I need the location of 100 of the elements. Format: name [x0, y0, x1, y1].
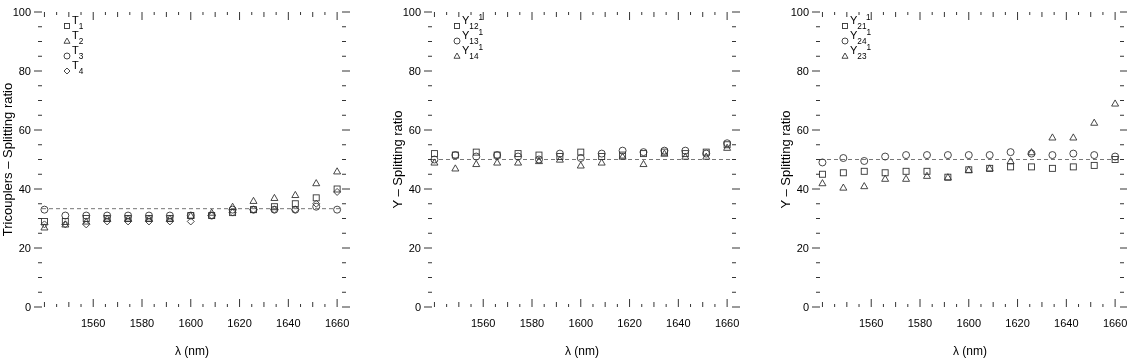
point [145, 211, 153, 220]
point [923, 171, 931, 179]
point [82, 217, 91, 225]
y-tick-label: 40 [18, 182, 31, 195]
point [860, 167, 868, 175]
point [839, 169, 847, 177]
point [902, 167, 910, 175]
point [333, 167, 342, 175]
y-tick-label: 80 [796, 64, 809, 77]
point [1111, 156, 1119, 163]
y-tick-label: 40 [796, 182, 809, 195]
point [818, 158, 827, 167]
x-tick-label: 1660 [324, 317, 350, 329]
point [1111, 99, 1120, 107]
point [923, 151, 931, 160]
point [312, 194, 320, 202]
x-axis-title: λ (nm) [953, 344, 987, 358]
x-tick-label: 1580 [129, 317, 155, 329]
point [943, 151, 952, 160]
point [333, 185, 341, 193]
x-axis-title: λ (nm) [175, 344, 209, 358]
legend-label: T$_{4}$ [72, 59, 84, 76]
point [1028, 163, 1035, 171]
y-tick-label: 20 [796, 241, 809, 254]
legend-label: T$_{2}$ [72, 29, 84, 46]
y-tick-label: 0 [414, 300, 421, 313]
x-tick-label: 1640 [666, 317, 691, 329]
x-tick-label: 1600 [178, 317, 204, 329]
point [1069, 163, 1077, 171]
point [270, 203, 278, 211]
point [186, 217, 195, 226]
point [1006, 157, 1015, 165]
y-tick-label: 20 [408, 241, 421, 254]
point [312, 179, 321, 187]
point [964, 151, 973, 160]
point [985, 151, 994, 160]
point [312, 202, 321, 211]
y-tick-label: 0 [24, 300, 31, 313]
point [860, 157, 869, 165]
point [103, 217, 112, 226]
y-tick-label: 60 [18, 123, 31, 136]
point [124, 211, 133, 220]
y-tick-label: 100 [12, 5, 31, 18]
point [40, 220, 49, 229]
y-tick-label: 0 [802, 300, 809, 313]
point [165, 211, 174, 220]
point [818, 179, 827, 187]
point [839, 183, 848, 191]
point [207, 208, 216, 216]
y-tick-label: 60 [796, 123, 809, 136]
x-tick-label: 1580 [907, 317, 933, 329]
legend-label: T$_{3}$ [72, 44, 84, 61]
point [333, 188, 342, 196]
point [1090, 118, 1099, 126]
point [1006, 148, 1015, 157]
y-axis-title: Y – Splitting ratio [778, 110, 793, 209]
point [881, 174, 890, 182]
x-tick-label: 1600 [956, 317, 982, 329]
y-tick-label: 60 [408, 123, 421, 136]
x-tick-label: 1600 [568, 317, 594, 329]
point [82, 215, 90, 222]
point [40, 223, 49, 231]
y-tick-label: 100 [790, 5, 809, 18]
point [1048, 151, 1057, 160]
y-tick-label: 80 [18, 64, 31, 77]
legend-label: T$_{1}$ [72, 14, 84, 31]
point [839, 154, 848, 162]
point [1007, 163, 1015, 171]
x-tick-label: 1640 [1054, 317, 1079, 329]
y-tick-label: 20 [18, 241, 31, 254]
x-tick-label: 1640 [276, 317, 301, 329]
x-axis-title: λ (nm) [565, 344, 599, 358]
point [1048, 164, 1056, 172]
x-tick-label: 1660 [1102, 317, 1127, 329]
point [40, 205, 49, 214]
y-tick-label: 40 [408, 182, 421, 195]
y-axis-title: Tricouplers – Splitting ratio [0, 82, 15, 237]
x-tick-label: 1560 [470, 317, 496, 329]
point [860, 182, 869, 190]
point [249, 196, 258, 204]
x-tick-label: 1620 [617, 317, 642, 329]
point [902, 174, 911, 182]
y-axis-title: Y – Splitting ratio [390, 110, 405, 209]
point [82, 211, 91, 220]
x-tick-label: 1620 [1005, 317, 1030, 329]
x-tick-label: 1560 [858, 317, 884, 329]
point [1090, 161, 1098, 169]
point [1111, 152, 1120, 161]
point [165, 217, 174, 226]
point [312, 199, 321, 208]
point [881, 169, 889, 177]
point [61, 211, 70, 220]
point [1048, 133, 1057, 141]
point [82, 220, 91, 229]
point [902, 151, 911, 160]
point [333, 205, 342, 214]
point [1069, 149, 1078, 158]
y-tick-label: 100 [402, 5, 421, 18]
point [103, 211, 112, 220]
point [291, 190, 300, 198]
